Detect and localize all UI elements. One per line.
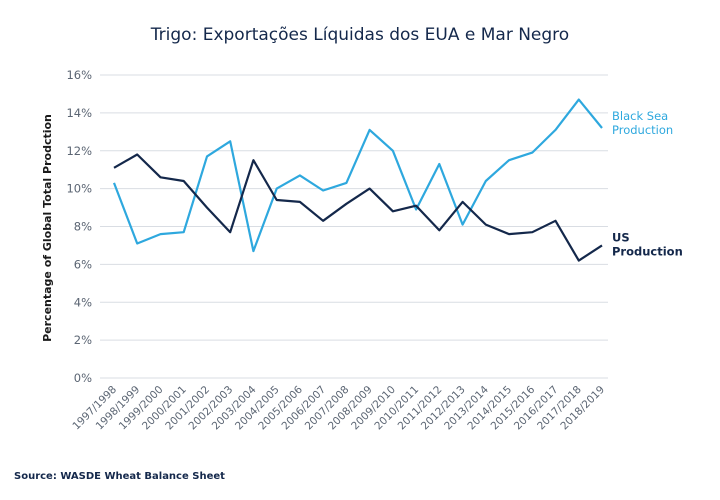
series-label: Black Sea Production xyxy=(612,109,673,137)
gridlines xyxy=(100,74,608,379)
source-note: Source: WASDE Wheat Balance Sheet xyxy=(14,471,225,482)
series-line xyxy=(112,98,603,253)
y-tick-label: 14% xyxy=(66,106,92,120)
y-tick-label: 12% xyxy=(66,144,92,158)
y-tick-label: 8% xyxy=(74,220,92,234)
y-tick-label: 6% xyxy=(74,257,92,271)
series-lines xyxy=(112,98,603,262)
series-labels: Black Sea Production US Production xyxy=(612,109,683,258)
x-axis-ticks: 1997/19981998/19991999/20002000/20012001… xyxy=(70,383,607,432)
series-line xyxy=(113,153,603,262)
y-tick-label: 0% xyxy=(74,371,92,385)
y-axis-label: Percentage of Global Total Prodction xyxy=(41,114,54,342)
y-tick-label: 16% xyxy=(66,68,92,82)
y-tick-label: 10% xyxy=(66,182,92,196)
y-axis-ticks: 0% 2% 4% 6% 8% 10% 12% 14% 16% xyxy=(66,68,92,385)
series-label: US Production xyxy=(612,230,683,258)
y-tick-label: 4% xyxy=(74,295,92,309)
chart-title: Trigo: Exportações Líquidas dos EUA e Ma… xyxy=(150,25,569,45)
y-tick-label: 2% xyxy=(74,333,92,347)
